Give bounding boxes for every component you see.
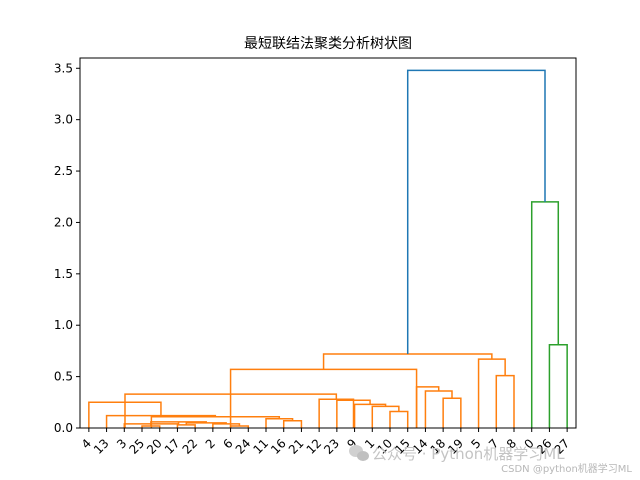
y-axis: 0.0 0.5 1.0 1.5 2.0 2.5 3.0 3.5 <box>54 61 80 435</box>
y-tick-label: 3.0 <box>54 113 73 127</box>
plot-frame <box>79 57 577 429</box>
dendrogram-link <box>176 424 196 428</box>
wechat-icon <box>349 445 369 461</box>
chart-title: 最短联结法聚类分析树状图 <box>244 36 412 52</box>
dendrogram-link <box>371 405 400 428</box>
watermark: 公众号 · Python机器学习ML CSDN @python机器学习ML <box>349 445 632 475</box>
watermark-line2: CSDN @python机器学习ML <box>501 462 632 475</box>
dendrogram-link <box>282 420 303 428</box>
dendrogram-link <box>477 358 506 428</box>
y-tick-label: 2.0 <box>54 215 73 229</box>
y-tick-label: 2.5 <box>54 164 73 178</box>
y-tick-label: 1.5 <box>54 267 73 281</box>
dendrogram-link <box>530 201 560 428</box>
y-tick-label: 0.5 <box>54 370 73 384</box>
dendrogram-link <box>212 423 241 428</box>
y-tick-label: 0.0 <box>54 421 73 435</box>
dendrogram-link <box>229 368 418 428</box>
dendrogram-link <box>406 69 546 354</box>
dendrogram-link <box>105 414 217 428</box>
y-tick-label: 3.5 <box>54 61 73 75</box>
watermark-line1: 公众号 · Python机器学习ML <box>372 445 565 463</box>
dendrogram-link <box>389 410 409 428</box>
y-tick-label: 1.0 <box>54 318 73 332</box>
dendrogram-links <box>88 69 568 428</box>
